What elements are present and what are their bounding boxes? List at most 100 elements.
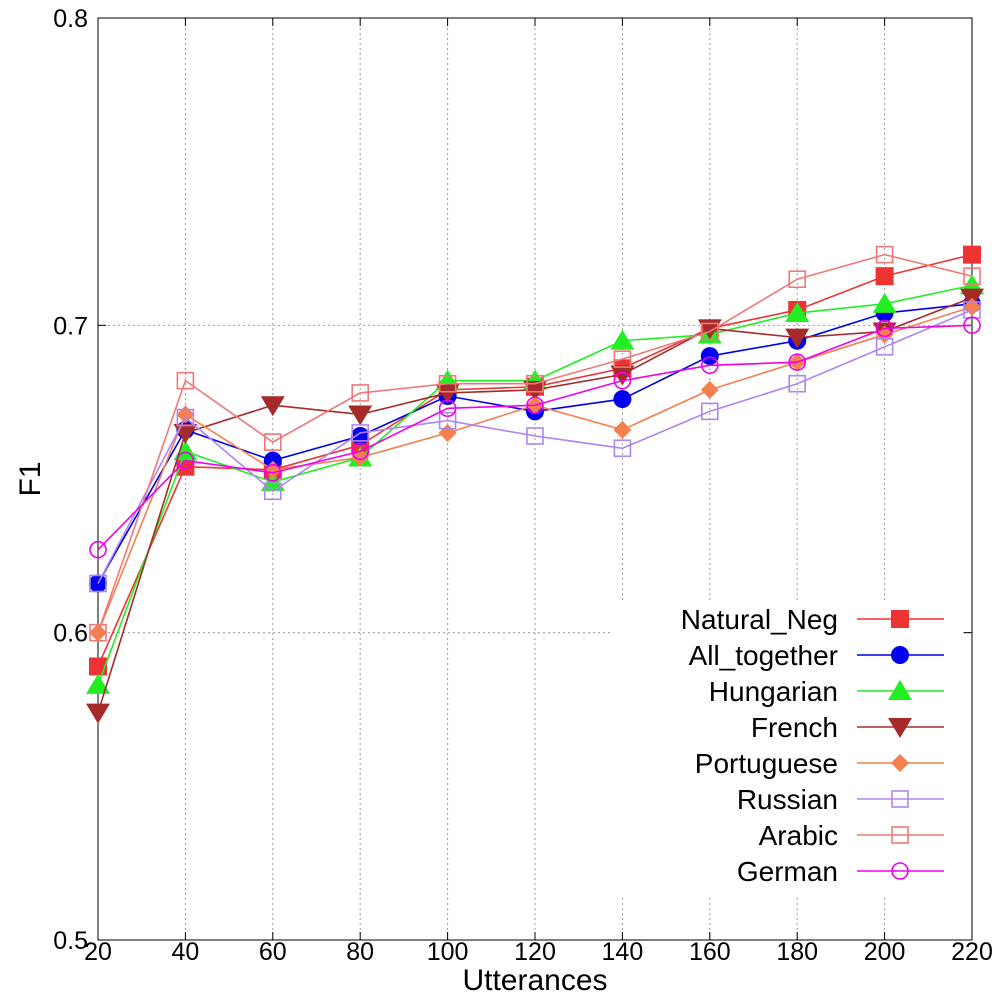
- legend-label: Hungarian: [709, 676, 838, 707]
- legend-item: Natural_Neg: [681, 604, 944, 635]
- data-point: [89, 623, 107, 642]
- data-point: [697, 319, 722, 340]
- data-point: [438, 374, 457, 393]
- legend-marker: [891, 754, 909, 772]
- series-line: [97, 324, 973, 551]
- legend-item: Arabic: [759, 820, 944, 851]
- series-german: [89, 316, 981, 559]
- data-point: [438, 399, 457, 418]
- data-point: [263, 482, 282, 501]
- y-axis-title: F1: [14, 461, 47, 496]
- data-point: [610, 329, 635, 350]
- data-point: [176, 371, 195, 390]
- data-point: [963, 267, 981, 285]
- data-point: [700, 380, 719, 399]
- x-tick-label: 160: [689, 938, 731, 966]
- data-point: [875, 319, 894, 338]
- data-point: [348, 405, 373, 426]
- data-point: [526, 374, 544, 393]
- series-arabic: [89, 245, 981, 642]
- y-tick-label: 0.7: [53, 312, 88, 340]
- legend-label: Natural_Neg: [681, 604, 838, 635]
- data-point: [263, 460, 282, 479]
- legend-marker: [888, 680, 912, 700]
- legend-item: German: [737, 856, 944, 887]
- legend-marker: [891, 862, 909, 880]
- x-tick-label: 60: [259, 938, 287, 966]
- data-point: [351, 384, 370, 402]
- data-point: [700, 402, 719, 421]
- legend-marker: [891, 610, 909, 628]
- data-point: [875, 245, 894, 264]
- x-tick-label: 140: [602, 938, 644, 966]
- data-point: [438, 411, 457, 430]
- legend-marker: [891, 646, 909, 664]
- data-point: [700, 322, 719, 341]
- legend-item: Portuguese: [695, 748, 944, 779]
- data-point: [963, 245, 981, 264]
- data-point: [788, 374, 807, 393]
- data-point: [351, 424, 370, 442]
- data-point: [263, 464, 282, 482]
- x-tick-label: 80: [346, 938, 374, 966]
- legend-label: All_together: [689, 640, 838, 671]
- legend-item: All_together: [689, 640, 944, 671]
- legend-item: French: [751, 712, 944, 743]
- series-line: [97, 253, 973, 633]
- data-point: [263, 451, 282, 470]
- axis-ticks: 20 40 60 80 100 120 140 160 180 200 220 0.5 0.6 0.7 0.…: [53, 5, 993, 966]
- y-tick-label: 0.8: [53, 5, 88, 33]
- data-point: [788, 270, 807, 289]
- series-russian: [89, 301, 981, 593]
- data-point: [613, 350, 632, 368]
- x-tick-label: 200: [864, 938, 906, 966]
- series-french: [86, 288, 984, 724]
- x-tick-label: 220: [951, 938, 993, 966]
- data-point: [260, 396, 285, 417]
- data-point: [526, 396, 544, 415]
- series-line: [97, 309, 973, 584]
- legend-item: Russian: [737, 784, 944, 815]
- legend-marker: [891, 826, 909, 844]
- legend-label: Russian: [737, 784, 838, 815]
- data-point: [613, 390, 632, 409]
- legend-label: French: [751, 712, 838, 743]
- legend-label: German: [737, 856, 838, 887]
- legend-marker: [888, 718, 912, 738]
- x-tick-label: 40: [171, 938, 199, 966]
- data-point: [613, 420, 632, 439]
- y-tick-label: 0.5: [53, 927, 88, 955]
- data-point: [89, 574, 107, 593]
- series-group: [86, 245, 984, 724]
- data-point: [263, 433, 282, 451]
- legend: Natural_Neg All_together Hungarian French Po…: [612, 603, 962, 895]
- x-tick-label: 20: [84, 938, 112, 966]
- data-point: [523, 380, 547, 401]
- x-tick-label: 180: [776, 938, 818, 966]
- data-point: [176, 451, 195, 470]
- data-point: [875, 338, 894, 356]
- data-point: [351, 426, 370, 445]
- x-tick-label: 120: [514, 938, 556, 966]
- data-point: [86, 703, 110, 724]
- legend-label: Arabic: [759, 820, 838, 851]
- x-axis-title: Utterances: [462, 964, 607, 997]
- data-point: [785, 302, 810, 323]
- data-point: [526, 427, 544, 445]
- data-point: [613, 371, 632, 390]
- data-point: [610, 365, 635, 386]
- y-tick-label: 0.6: [53, 620, 88, 648]
- x-tick-label: 100: [427, 938, 469, 966]
- data-point: [872, 292, 897, 313]
- data-point: [700, 347, 719, 366]
- grid: [98, 18, 972, 940]
- data-point: [785, 328, 810, 349]
- data-point: [875, 267, 894, 286]
- data-point: [86, 673, 110, 694]
- legend-marker: [891, 790, 909, 808]
- legend-item: Hungarian: [709, 676, 944, 707]
- data-point: [435, 383, 460, 404]
- data-point: [700, 356, 719, 375]
- data-point: [963, 316, 981, 335]
